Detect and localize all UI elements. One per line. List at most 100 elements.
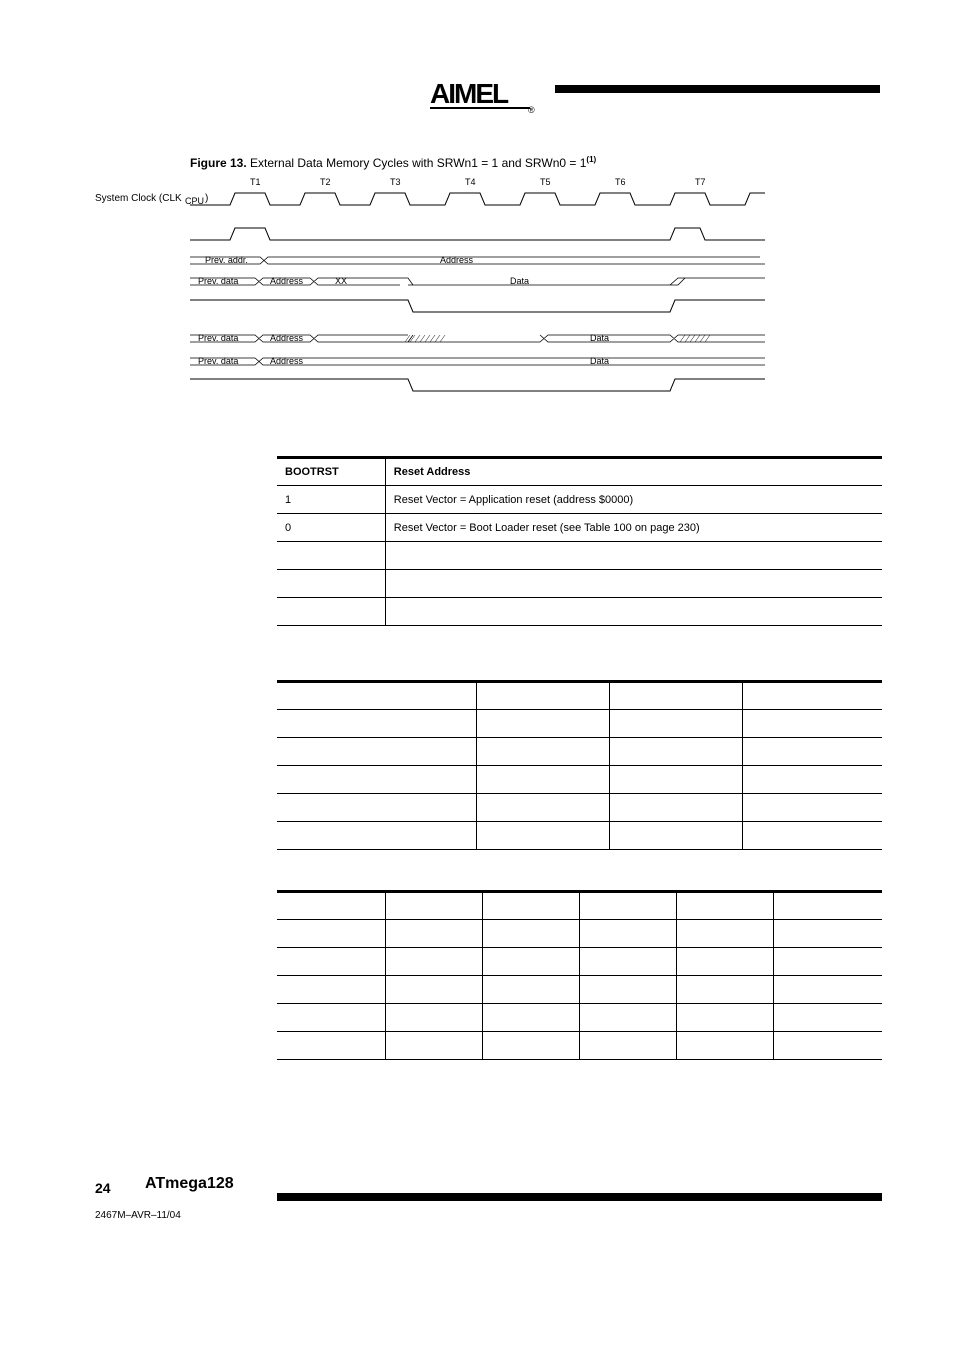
t85-h0	[277, 892, 386, 920]
t85-r3c0	[277, 1004, 386, 1032]
t85-r1c2	[483, 948, 580, 976]
t85-r1c5	[773, 948, 882, 976]
t85-r2c1	[386, 976, 483, 1004]
t85-r3c3	[579, 1004, 676, 1032]
t85-r4c2	[483, 1032, 580, 1060]
t84-r1c1	[477, 738, 610, 766]
table84	[277, 680, 882, 850]
t84-r1c0	[277, 738, 477, 766]
t84-r4c2	[610, 822, 743, 850]
t85-h2	[483, 892, 580, 920]
t85-r4c1	[386, 1032, 483, 1060]
svg-text:Prev. data: Prev. data	[198, 276, 238, 286]
t4-label: T4	[465, 177, 476, 187]
svg-text:Address: Address	[270, 333, 304, 343]
t83-r2c1	[385, 542, 882, 570]
t83-r4c0	[277, 598, 385, 626]
t84-r3c2	[610, 794, 743, 822]
logo: AIMEL	[430, 78, 507, 110]
t84-r0c1	[477, 710, 610, 738]
svg-text:Address: Address	[270, 276, 304, 286]
t85-r0c4	[676, 920, 773, 948]
timing-diagram: T1 T2 T3 T4 T5 T6 T7 Prev. addr. Address…	[190, 175, 790, 425]
svg-text:Data: Data	[590, 356, 609, 366]
t85-r0c5	[773, 920, 882, 948]
table84-section	[277, 680, 882, 850]
t85-r2c0	[277, 976, 386, 1004]
t85-r4c0	[277, 1032, 386, 1060]
t85-r0c0	[277, 920, 386, 948]
t84-r0c0	[277, 710, 477, 738]
t1-label: T1	[250, 177, 261, 187]
t84-r4c3	[743, 822, 882, 850]
t85-r1c4	[676, 948, 773, 976]
t84-r3c3	[743, 794, 882, 822]
table83-section: BOOTRST Reset Address 1Reset Vector = Ap…	[277, 450, 882, 626]
t85-r0c3	[579, 920, 676, 948]
t85-r1c3	[579, 948, 676, 976]
t84-h2	[610, 682, 743, 710]
logo-reg: ®	[528, 105, 535, 115]
t3-label: T3	[390, 177, 401, 187]
t83-r0c1: Reset Vector = Application reset (addres…	[385, 486, 882, 514]
t84-r4c1	[477, 822, 610, 850]
t85-r2c2	[483, 976, 580, 1004]
t6-label: T6	[615, 177, 626, 187]
t85-r3c2	[483, 1004, 580, 1032]
t83-r1c0: 0	[277, 514, 385, 542]
figure-label: Figure 13. External Data Memory Cycles w…	[190, 155, 596, 170]
svg-text:XX: XX	[335, 276, 347, 286]
t83-r1c1: Reset Vector = Boot Loader reset (see Ta…	[385, 514, 882, 542]
figure-sup: (1)	[586, 155, 596, 164]
t85-h1	[386, 892, 483, 920]
logo-underline	[430, 107, 530, 109]
svg-text:Prev. addr.: Prev. addr.	[205, 255, 248, 265]
t85-r3c5	[773, 1004, 882, 1032]
t84-r0c3	[743, 710, 882, 738]
t5-label: T5	[540, 177, 551, 187]
t85-h4	[676, 892, 773, 920]
figure-number: Figure 13.	[190, 156, 247, 170]
table85-section	[277, 890, 882, 1060]
svg-text:Prev. data: Prev. data	[198, 333, 238, 343]
svg-text:Address: Address	[440, 255, 474, 265]
svg-text:Data: Data	[510, 276, 529, 286]
chip-name: ATmega128	[145, 1175, 234, 1193]
page-number: 24	[95, 1180, 111, 1196]
t85-r0c1	[386, 920, 483, 948]
t84-r3c0	[277, 794, 477, 822]
t84-r2c2	[610, 766, 743, 794]
t83-r4c1	[385, 598, 882, 626]
t84-h0	[277, 682, 477, 710]
svg-text:Data: Data	[590, 333, 609, 343]
t83-r3c0	[277, 570, 385, 598]
t85-h5	[773, 892, 882, 920]
t85-r3c1	[386, 1004, 483, 1032]
doc-id: 2467M–AVR–11/04	[95, 1210, 181, 1221]
t2-label: T2	[320, 177, 331, 187]
table85	[277, 890, 882, 1060]
t84-r2c1	[477, 766, 610, 794]
svg-text:Prev. data: Prev. data	[198, 356, 238, 366]
t84-h1	[477, 682, 610, 710]
t85-h3	[579, 892, 676, 920]
svg-text:Address: Address	[270, 356, 304, 366]
t85-r3c4	[676, 1004, 773, 1032]
t84-r1c2	[610, 738, 743, 766]
t85-r1c1	[386, 948, 483, 976]
t85-r1c0	[277, 948, 386, 976]
t83-r2c0	[277, 542, 385, 570]
t85-r2c3	[579, 976, 676, 1004]
t85-r4c5	[773, 1032, 882, 1060]
t85-r2c4	[676, 976, 773, 1004]
t83-r0c0: 1	[277, 486, 385, 514]
svg-text:System Clock (CLK: System Clock (CLK	[95, 193, 182, 204]
t84-r0c2	[610, 710, 743, 738]
t84-r3c1	[477, 794, 610, 822]
t84-h3	[743, 682, 882, 710]
table83: BOOTRST Reset Address 1Reset Vector = Ap…	[277, 456, 882, 626]
t84-r2c0	[277, 766, 477, 794]
t84-r1c3	[743, 738, 882, 766]
svg-text:): )	[205, 193, 208, 204]
t85-r4c3	[579, 1032, 676, 1060]
